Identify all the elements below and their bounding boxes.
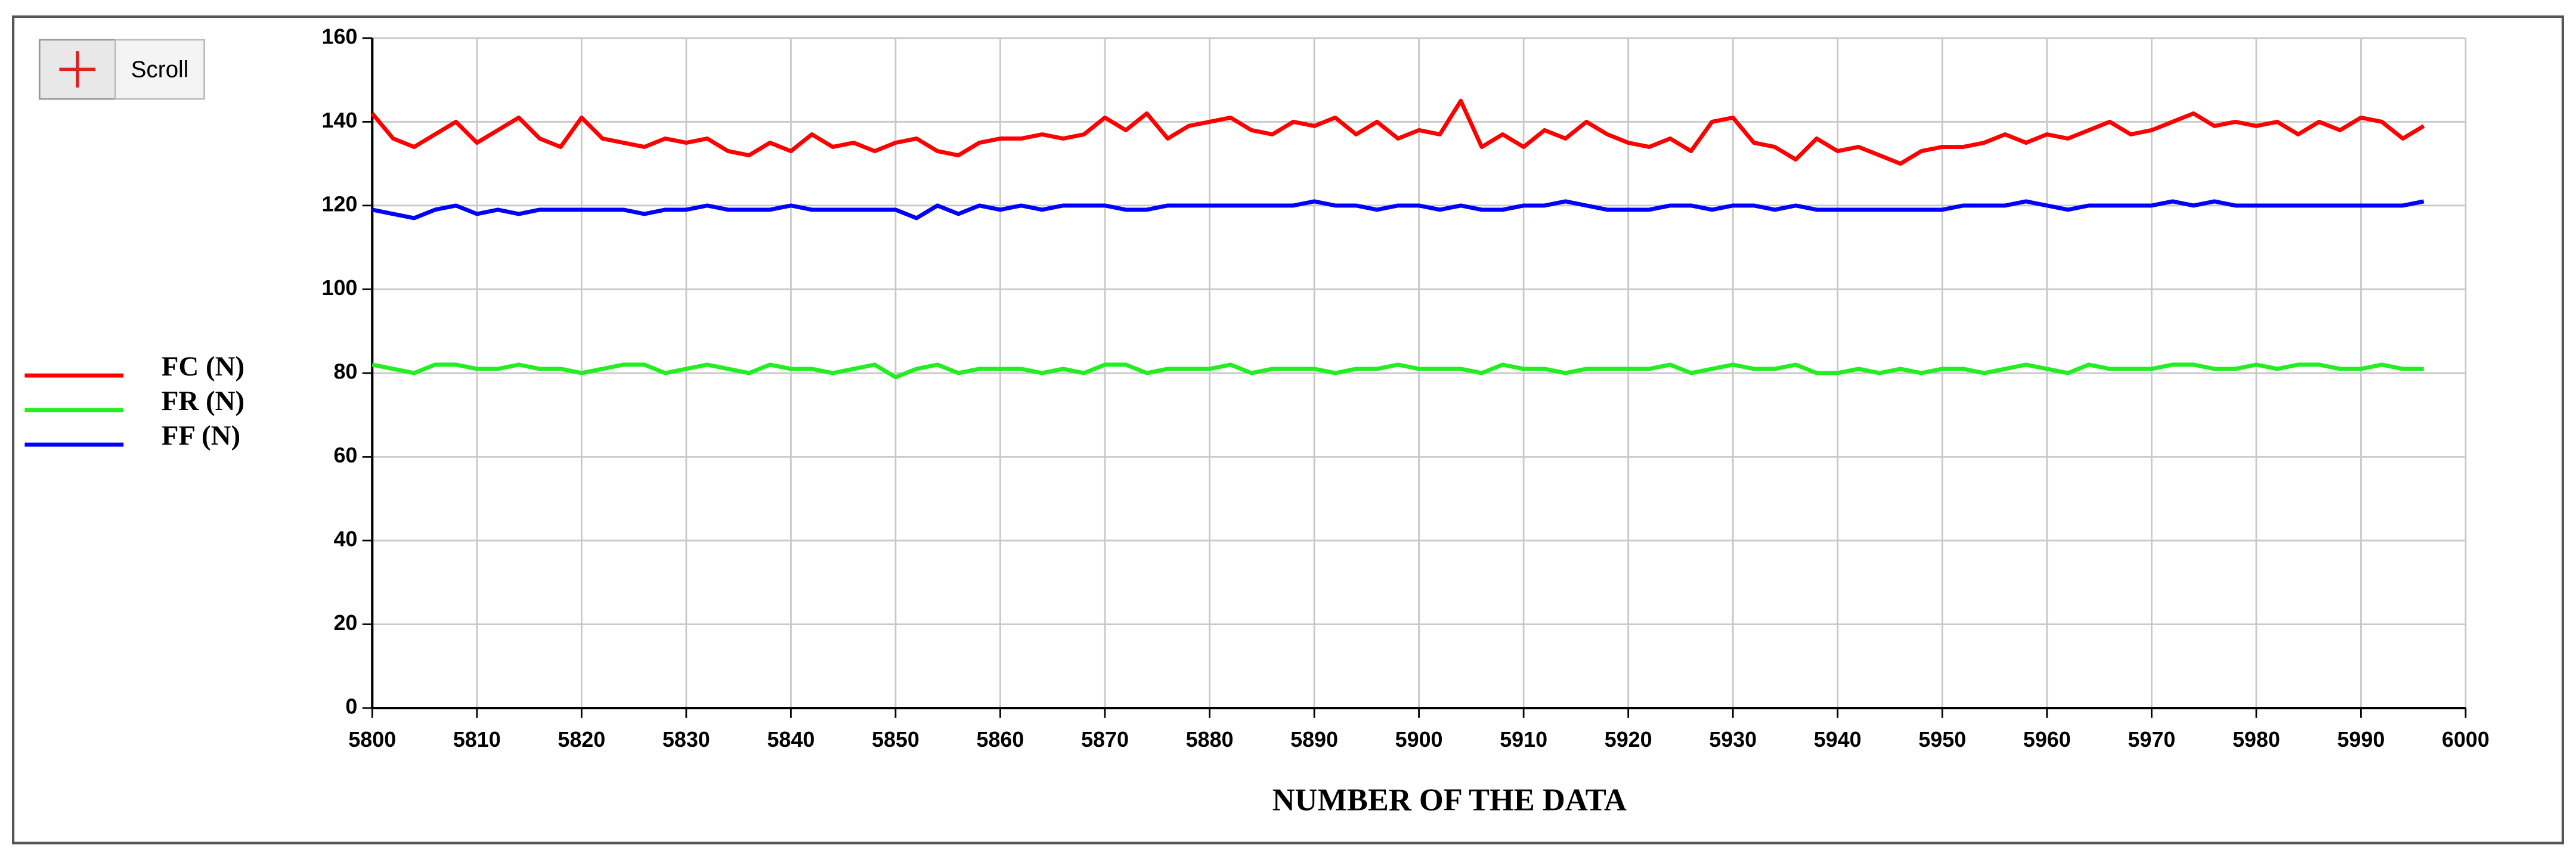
x-tick-label: 5900 xyxy=(1395,728,1443,752)
x-tick-label: 5960 xyxy=(2023,728,2071,752)
x-tick-label: 5840 xyxy=(767,728,815,752)
series-line xyxy=(371,362,2424,380)
x-tick-label: 5890 xyxy=(1290,728,1338,752)
y-tick-label: 40 xyxy=(333,527,357,551)
y-tick-label: 20 xyxy=(333,611,357,635)
scroll-label: Scroll xyxy=(131,57,189,82)
legend-label: FC (N) xyxy=(162,351,244,382)
legend-label: FR (N) xyxy=(162,386,244,417)
x-tick-label: 5930 xyxy=(1709,728,1757,752)
x-tick-label: 5850 xyxy=(872,728,919,752)
y-tick-label: 120 xyxy=(321,192,357,216)
y-tick-label: 140 xyxy=(321,108,357,132)
plus-icon xyxy=(59,51,96,88)
scroll-toggle[interactable] xyxy=(114,39,205,100)
x-tick-label: 5990 xyxy=(2337,728,2385,752)
x-tick-label: 5950 xyxy=(1918,728,1966,752)
x-tick-label: 5980 xyxy=(2233,728,2280,752)
x-tick-label: 5920 xyxy=(1605,728,1652,752)
x-tick-label: 5810 xyxy=(453,728,501,752)
series-line xyxy=(370,98,2425,166)
x-tick-label: 5820 xyxy=(558,728,605,752)
series-line xyxy=(371,199,2425,221)
x-tick-label: 5860 xyxy=(977,728,1024,752)
x-tick-label: 5870 xyxy=(1081,728,1129,752)
y-tick-label: 60 xyxy=(333,443,357,467)
y-tick-label: 160 xyxy=(321,24,357,48)
y-tick-label: 80 xyxy=(333,359,357,383)
legend-label: FF (N) xyxy=(162,420,241,451)
y-tick-label: 0 xyxy=(345,695,357,719)
y-tick-label: 100 xyxy=(321,276,357,300)
x-tick-label: 5880 xyxy=(1186,728,1234,752)
x-tick-label: 5970 xyxy=(2128,728,2175,752)
x-tick-label: 6000 xyxy=(2442,728,2490,752)
x-tick-label: 5800 xyxy=(348,728,396,752)
x-tick-label: 5830 xyxy=(662,728,710,752)
x-tick-label: 5940 xyxy=(1814,728,1862,752)
scroll-button[interactable]: Scroll xyxy=(38,39,205,100)
x-axis-label: NUMBER OF THE DATA xyxy=(1272,783,1627,817)
x-tick-label: 5910 xyxy=(1500,728,1547,752)
